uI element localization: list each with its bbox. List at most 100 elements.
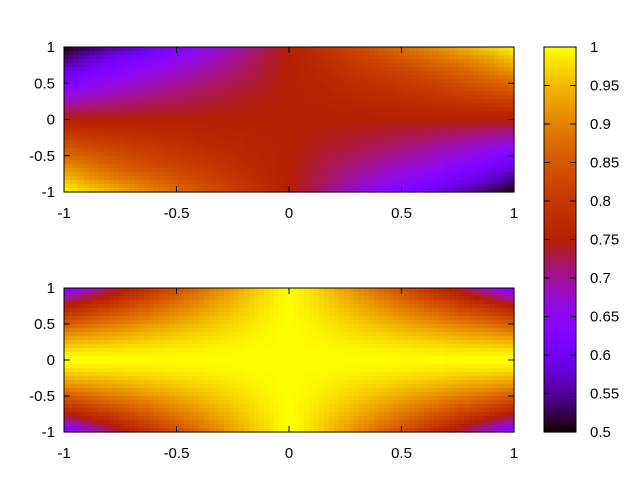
heatmap-cell <box>384 179 390 185</box>
heatmap-cell <box>429 63 435 68</box>
heatmap-cell <box>84 171 90 177</box>
heatmap-cell <box>154 131 160 137</box>
heatmap-cell <box>364 179 370 185</box>
heatmap-cell <box>169 115 175 121</box>
heatmap-cell <box>234 408 240 413</box>
heatmap-cell <box>244 380 250 385</box>
heatmap-cell <box>489 123 495 129</box>
heatmap-cell <box>119 131 125 137</box>
heatmap-cell <box>369 151 375 157</box>
heatmap-cell <box>229 364 235 369</box>
heatmap-cell <box>469 71 475 76</box>
heatmap-cell <box>144 179 150 185</box>
heatmap-cell <box>84 143 90 149</box>
heatmap-cell <box>159 123 165 129</box>
heatmap-cell <box>244 344 250 349</box>
heatmap-cell <box>214 47 220 52</box>
heatmap-cell <box>249 91 255 96</box>
heatmap-cell <box>194 324 200 329</box>
heatmap-cell <box>79 300 85 305</box>
heatmap-cell <box>209 292 215 297</box>
heatmap-cell <box>444 79 450 84</box>
heatmap-cell <box>239 420 245 425</box>
heatmap-cell <box>204 364 210 369</box>
heatmap-cell <box>424 95 430 100</box>
heatmap-cell <box>84 360 90 365</box>
heatmap-cell <box>344 71 350 76</box>
heatmap-cell <box>124 292 130 297</box>
heatmap-cell <box>199 352 205 357</box>
heatmap-cell <box>194 412 200 417</box>
heatmap-cell <box>329 91 335 96</box>
heatmap-cell <box>214 364 220 369</box>
heatmap-cell <box>294 63 300 68</box>
heatmap-cell <box>259 420 265 425</box>
heatmap-cell <box>114 316 120 321</box>
heatmap-cell <box>474 143 480 149</box>
heatmap-cell <box>179 127 185 133</box>
heatmap-cell <box>269 332 275 337</box>
heatmap-cell <box>159 119 165 125</box>
heatmap-cell <box>159 336 165 341</box>
heatmap-cell <box>114 408 120 413</box>
heatmap-cell <box>464 147 470 153</box>
heatmap-cell <box>209 392 215 397</box>
heatmap-cell <box>69 55 75 60</box>
heatmap-cell <box>214 167 220 173</box>
heatmap-cell <box>109 143 115 149</box>
heatmap-cell <box>364 171 370 177</box>
heatmap-cell <box>109 380 115 385</box>
heatmap-cell <box>309 71 315 76</box>
heatmap-cell <box>84 336 90 341</box>
heatmap-cell <box>249 183 255 189</box>
heatmap-cell <box>64 352 70 357</box>
heatmap-cell <box>184 372 190 377</box>
heatmap-cell <box>94 143 100 149</box>
heatmap-cell <box>454 47 460 52</box>
heatmap-cell <box>194 416 200 421</box>
heatmap-cell <box>229 187 235 193</box>
heatmap-cell <box>474 63 480 68</box>
heatmap-cell <box>164 59 170 64</box>
heatmap-cell <box>339 155 345 161</box>
heatmap-cell <box>304 183 310 189</box>
heatmap-cell <box>69 119 75 125</box>
heatmap-cell <box>129 312 135 317</box>
heatmap-cell <box>299 115 305 121</box>
heatmap-cell <box>324 91 330 96</box>
heatmap-cell <box>269 288 275 293</box>
heatmap-cell <box>494 163 500 169</box>
heatmap-cell <box>224 348 230 353</box>
heatmap-cell <box>79 71 85 76</box>
heatmap-cell <box>234 368 240 373</box>
heatmap-cell <box>109 119 115 125</box>
heatmap-cell <box>429 95 435 100</box>
heatmap-cell <box>99 87 105 92</box>
heatmap-cell <box>234 63 240 68</box>
heatmap-cell <box>104 324 110 329</box>
heatmap-cell <box>209 368 215 373</box>
heatmap-cell <box>124 340 130 345</box>
heatmap-cell <box>459 55 465 60</box>
heatmap-cell <box>74 380 80 385</box>
heatmap-cell <box>419 51 425 56</box>
heatmap-cell <box>224 71 230 76</box>
heatmap-cell <box>84 404 90 409</box>
heatmap-cell <box>219 308 225 313</box>
heatmap-cell <box>454 131 460 137</box>
heatmap-cell <box>274 143 280 149</box>
heatmap-cell <box>284 372 290 377</box>
heatmap-cell <box>84 352 90 357</box>
heatmap-cell <box>399 67 405 72</box>
heatmap-cell <box>354 151 360 157</box>
heatmap-cell <box>264 324 270 329</box>
heatmap-cell <box>109 324 115 329</box>
heatmap-cell <box>444 171 450 177</box>
heatmap-cell <box>394 151 400 157</box>
heatmap-cell <box>224 123 230 129</box>
heatmap-cell <box>349 47 355 52</box>
heatmap-cell <box>169 384 175 389</box>
heatmap-cell <box>439 95 445 100</box>
heatmap-cell <box>464 47 470 52</box>
heatmap-cell <box>469 179 475 185</box>
